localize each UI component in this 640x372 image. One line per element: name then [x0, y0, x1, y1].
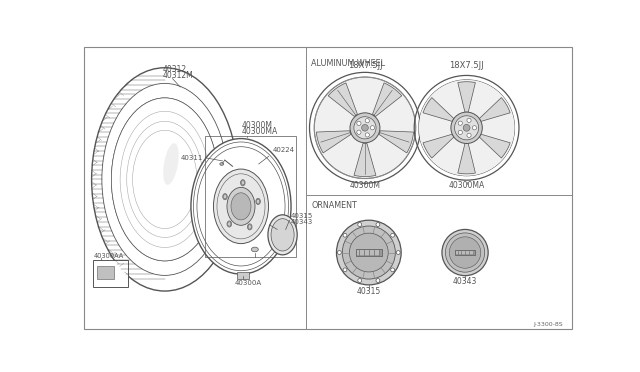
Ellipse shape: [228, 222, 231, 226]
Ellipse shape: [252, 247, 259, 252]
Polygon shape: [458, 82, 476, 112]
Circle shape: [365, 119, 369, 123]
Text: 18X7.5JJ: 18X7.5JJ: [449, 61, 484, 70]
Circle shape: [356, 130, 361, 134]
Ellipse shape: [256, 198, 260, 205]
Ellipse shape: [268, 215, 297, 255]
Circle shape: [472, 126, 477, 130]
Circle shape: [358, 279, 362, 282]
Polygon shape: [316, 131, 351, 153]
Circle shape: [337, 220, 401, 285]
Polygon shape: [479, 97, 510, 121]
Text: J-3300-8S: J-3300-8S: [533, 322, 563, 327]
Text: 40315: 40315: [356, 286, 381, 295]
Text: 40300MA: 40300MA: [449, 181, 484, 190]
Text: 40224: 40224: [273, 147, 294, 153]
Circle shape: [467, 133, 471, 137]
Circle shape: [343, 233, 347, 237]
Ellipse shape: [227, 187, 255, 225]
Polygon shape: [328, 83, 357, 116]
Text: 40300A: 40300A: [235, 280, 262, 286]
Circle shape: [337, 251, 341, 254]
Polygon shape: [479, 134, 510, 158]
Text: 40312: 40312: [163, 65, 187, 74]
Circle shape: [343, 268, 347, 272]
Text: 40343: 40343: [291, 219, 314, 225]
Ellipse shape: [248, 224, 252, 230]
Circle shape: [376, 279, 380, 282]
Circle shape: [376, 222, 380, 227]
Text: 40300M: 40300M: [349, 181, 380, 190]
Ellipse shape: [271, 219, 294, 251]
Bar: [97, 266, 114, 279]
Text: 40300MA: 40300MA: [242, 127, 278, 136]
Ellipse shape: [223, 195, 227, 199]
Circle shape: [467, 118, 471, 122]
Bar: [356, 249, 381, 256]
Circle shape: [314, 77, 415, 178]
Ellipse shape: [111, 98, 218, 261]
Circle shape: [419, 80, 515, 176]
Polygon shape: [458, 144, 476, 174]
Circle shape: [449, 237, 481, 268]
Polygon shape: [423, 97, 454, 121]
Circle shape: [342, 226, 396, 279]
Ellipse shape: [223, 194, 227, 200]
Ellipse shape: [241, 180, 245, 186]
Circle shape: [458, 130, 462, 135]
Ellipse shape: [257, 199, 260, 203]
Polygon shape: [379, 131, 413, 153]
Polygon shape: [354, 143, 376, 177]
Ellipse shape: [231, 193, 251, 220]
Text: 40300M: 40300M: [242, 121, 273, 130]
Ellipse shape: [227, 221, 232, 227]
Circle shape: [354, 117, 376, 139]
Ellipse shape: [220, 163, 223, 165]
Bar: [357, 250, 380, 255]
Text: 40300AA: 40300AA: [94, 253, 124, 259]
Text: 18X7.5JJ: 18X7.5JJ: [348, 61, 382, 70]
Circle shape: [349, 233, 388, 272]
Ellipse shape: [163, 143, 179, 185]
Circle shape: [463, 124, 470, 131]
Text: 40312M: 40312M: [163, 71, 193, 80]
Bar: [93, 260, 128, 287]
Circle shape: [396, 251, 400, 254]
Circle shape: [356, 121, 361, 125]
Text: 40315: 40315: [291, 212, 314, 219]
Circle shape: [458, 121, 462, 125]
Circle shape: [454, 116, 479, 140]
Circle shape: [445, 233, 484, 272]
Circle shape: [362, 125, 368, 131]
Circle shape: [451, 112, 483, 144]
Circle shape: [390, 233, 394, 237]
Text: ALUMINUM WHEEL: ALUMINUM WHEEL: [311, 58, 385, 67]
Text: 40311: 40311: [181, 155, 204, 161]
Polygon shape: [423, 134, 454, 158]
Circle shape: [390, 268, 394, 272]
Circle shape: [371, 126, 374, 130]
Circle shape: [442, 230, 488, 276]
Ellipse shape: [248, 225, 252, 229]
Bar: [237, 272, 250, 279]
Text: 40343: 40343: [453, 277, 477, 286]
Polygon shape: [372, 83, 402, 116]
Text: ORNAMENT: ORNAMENT: [311, 201, 357, 210]
Ellipse shape: [214, 169, 269, 244]
Bar: [455, 250, 475, 255]
Circle shape: [365, 133, 369, 137]
Bar: [205, 135, 296, 257]
Circle shape: [350, 113, 380, 143]
Ellipse shape: [241, 180, 244, 185]
Circle shape: [358, 222, 362, 227]
Ellipse shape: [191, 139, 291, 274]
Bar: [456, 251, 474, 254]
